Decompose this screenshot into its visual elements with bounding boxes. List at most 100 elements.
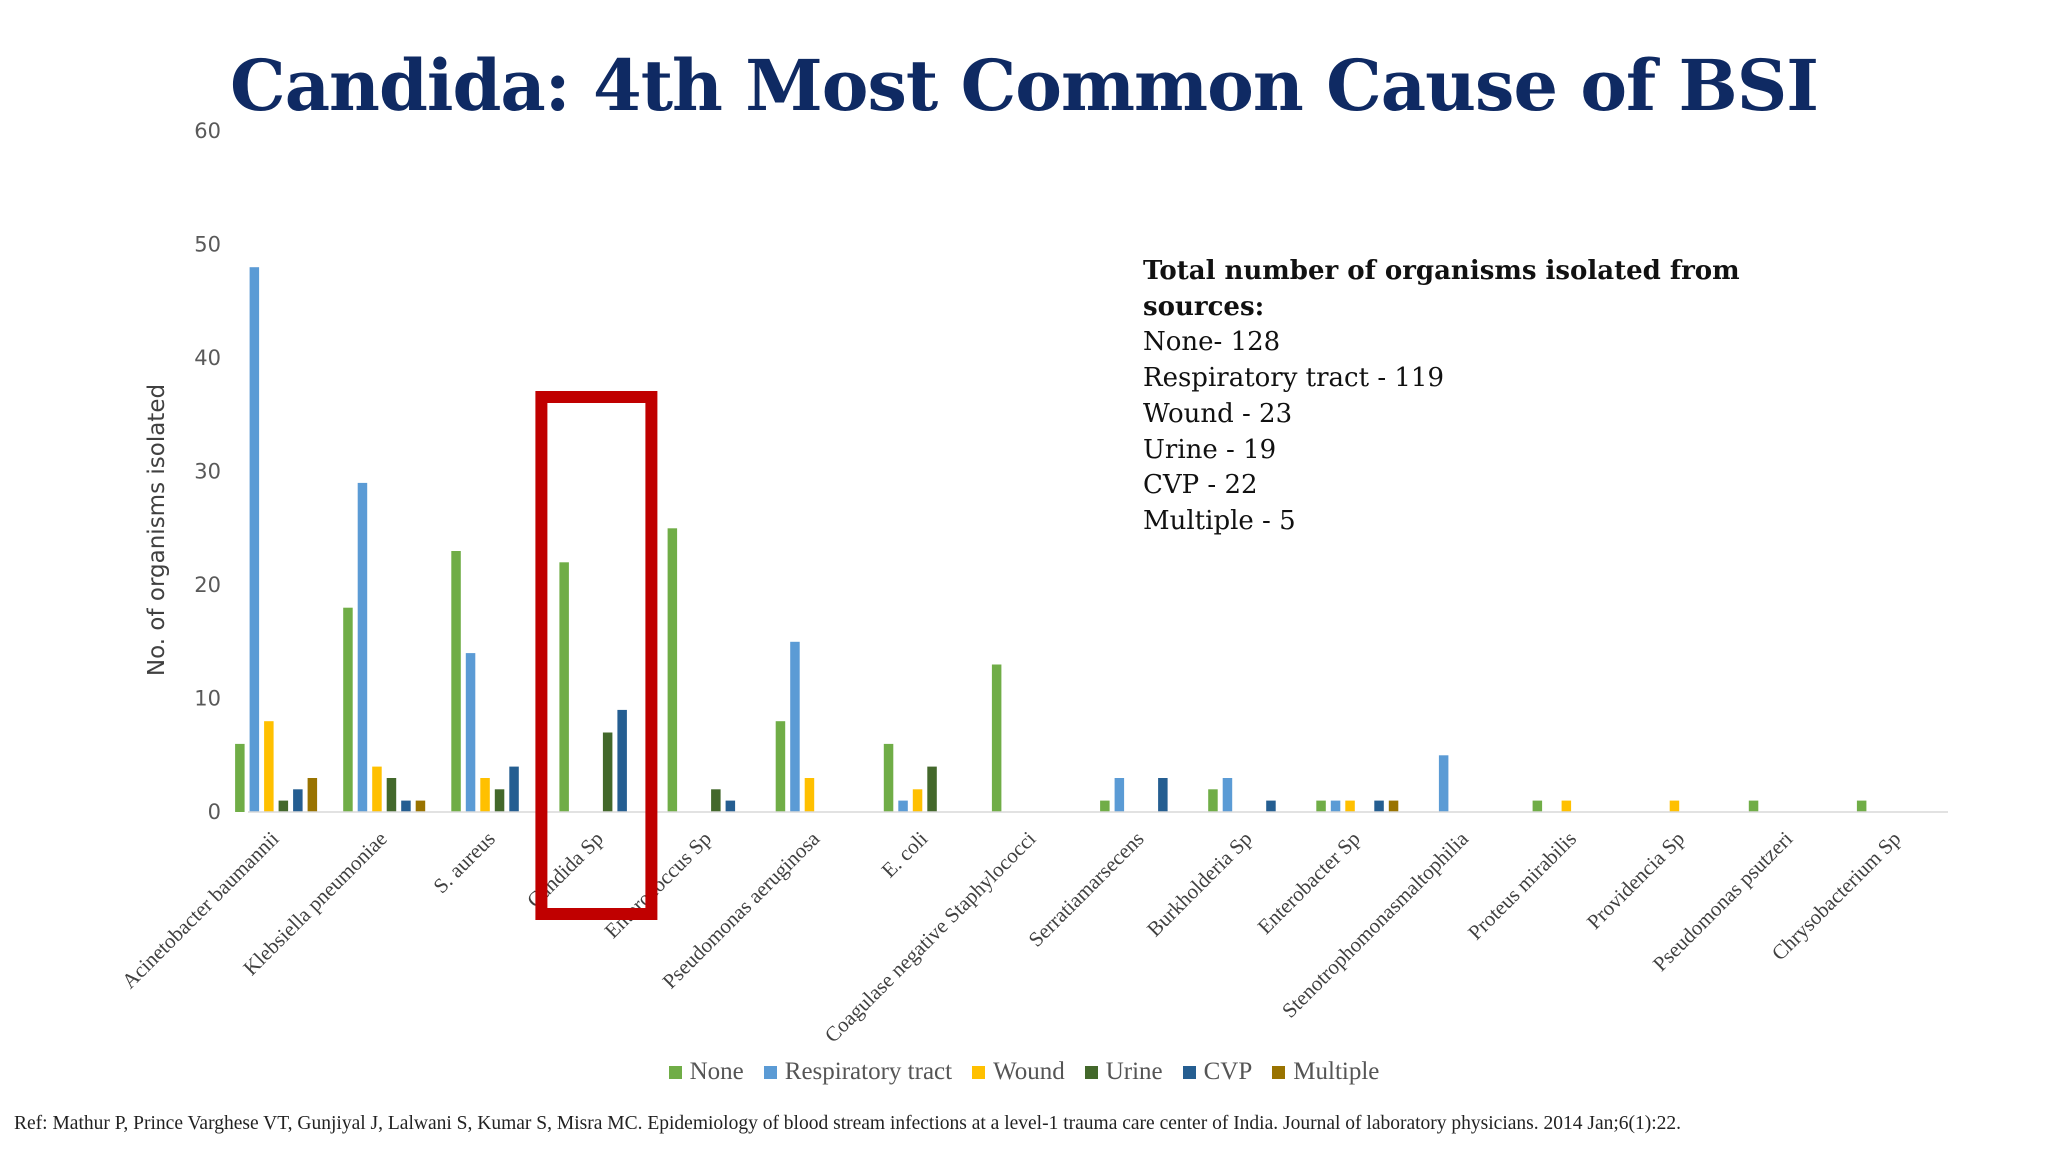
bar xyxy=(804,778,815,812)
x-tick-label: Stenotrophomonasmaltophilia xyxy=(1277,826,1473,1022)
bar xyxy=(415,800,426,812)
slide-title: Candida: 4th Most Common Cause of BSI xyxy=(229,44,1819,127)
legend-label: None xyxy=(689,1058,744,1085)
bar xyxy=(278,800,289,812)
legend-swatch xyxy=(1182,1065,1196,1079)
bar xyxy=(927,766,937,812)
bar xyxy=(775,721,786,812)
bar xyxy=(235,743,245,812)
y-tick-label: 60 xyxy=(194,119,221,143)
chart-legend: None Respiratory tract Wound Urine CVP Multip… xyxy=(0,1058,2048,1086)
bar xyxy=(1438,755,1449,813)
x-tick-label: Providencia Sp xyxy=(1582,827,1689,934)
bar xyxy=(617,709,627,812)
bar xyxy=(1316,800,1326,812)
bar xyxy=(343,607,353,812)
y-tick-label: 20 xyxy=(194,573,221,597)
legend-swatch xyxy=(972,1065,986,1079)
y-axis-title: No. of organisms isolated xyxy=(144,384,170,676)
bar xyxy=(1114,778,1125,812)
bar xyxy=(386,778,397,812)
bar xyxy=(1388,800,1399,812)
bar xyxy=(264,721,274,812)
bars xyxy=(235,267,1867,813)
x-tick-label: Candida Sp xyxy=(522,827,608,913)
legend-item: None xyxy=(668,1058,744,1086)
x-tick-label: Proteus mirabilis xyxy=(1463,827,1581,945)
totals-line: Urine - 19 xyxy=(1143,434,1277,465)
legend-item: Urine xyxy=(1084,1058,1163,1086)
bar xyxy=(991,664,1002,812)
bar xyxy=(790,641,800,813)
bar xyxy=(372,766,382,812)
y-axis: 0 10 20 30 40 50 60 xyxy=(194,119,221,824)
bar xyxy=(1345,800,1355,812)
legend-item: Respiratory tract xyxy=(763,1058,953,1086)
bar xyxy=(494,789,505,812)
legend-label: Wound xyxy=(993,1058,1065,1085)
bar xyxy=(465,653,476,812)
y-tick-label: 40 xyxy=(194,346,221,370)
bar xyxy=(1222,778,1233,812)
legend-item: CVP xyxy=(1182,1058,1253,1086)
bar xyxy=(602,732,613,812)
legend-item: Multiple xyxy=(1272,1058,1379,1086)
bar xyxy=(1669,800,1680,812)
legend-swatch xyxy=(763,1065,777,1079)
y-tick-label: 50 xyxy=(194,233,221,257)
bar xyxy=(725,800,736,812)
bar xyxy=(1330,800,1341,812)
totals-line: Multiple - 5 xyxy=(1143,505,1296,536)
legend-label: CVP xyxy=(1203,1058,1253,1085)
x-tick-label: S. aureus xyxy=(428,827,499,898)
bar xyxy=(559,562,569,812)
totals-line: None- 128 xyxy=(1143,327,1281,358)
bar xyxy=(1748,800,1759,812)
y-tick-label: 30 xyxy=(194,460,221,484)
x-tick-label: Enterococcus Sp xyxy=(600,827,716,943)
bar xyxy=(307,778,318,812)
bar xyxy=(1561,800,1572,812)
legend-label: Multiple xyxy=(1293,1058,1380,1085)
bar xyxy=(480,778,490,812)
bar xyxy=(1208,789,1218,812)
bar xyxy=(293,789,303,812)
bar xyxy=(667,528,678,813)
x-tick-label: Burkholderia Sp xyxy=(1142,827,1257,942)
bar xyxy=(711,789,721,812)
bar xyxy=(249,267,260,812)
legend-swatch xyxy=(668,1065,682,1079)
bar xyxy=(1100,800,1110,812)
x-tick-label: Coagulase negative Staphylococci xyxy=(820,826,1041,1047)
bar xyxy=(912,789,923,812)
totals-heading: Total number of organisms isolated from … xyxy=(1143,256,1740,322)
legend-label: Respiratory tract xyxy=(784,1058,953,1085)
totals-line: CVP - 22 xyxy=(1143,470,1258,501)
bar xyxy=(401,800,411,812)
bar xyxy=(1374,800,1384,812)
totals-line: Respiratory tract - 119 xyxy=(1143,363,1445,394)
totals-line: Wound - 23 xyxy=(1143,398,1293,429)
bar xyxy=(898,800,908,812)
bar xyxy=(1158,778,1168,812)
bar xyxy=(509,766,519,812)
bar xyxy=(1532,800,1543,812)
x-tick-label: Serratiamarsecens xyxy=(1024,827,1149,952)
bar xyxy=(451,551,461,812)
reference-citation: Ref: Mathur P, Prince Varghese VT, Gunji… xyxy=(14,1113,1682,1134)
totals-annotation: Total number of organisms isolated from … xyxy=(1143,254,1763,540)
x-tick-label: Enterobacter Sp xyxy=(1253,827,1365,939)
bar xyxy=(357,482,368,812)
legend-label: Urine xyxy=(1105,1058,1163,1085)
x-tick-label: E. coli xyxy=(877,826,933,882)
legend-swatch xyxy=(1272,1065,1286,1079)
bar xyxy=(1266,800,1276,812)
legend-swatch xyxy=(1084,1065,1098,1079)
bar xyxy=(1856,800,1867,812)
bar xyxy=(883,743,894,812)
candida-highlight-box xyxy=(535,391,658,920)
y-tick-label: 10 xyxy=(194,687,221,711)
y-tick-label: 0 xyxy=(208,800,221,824)
